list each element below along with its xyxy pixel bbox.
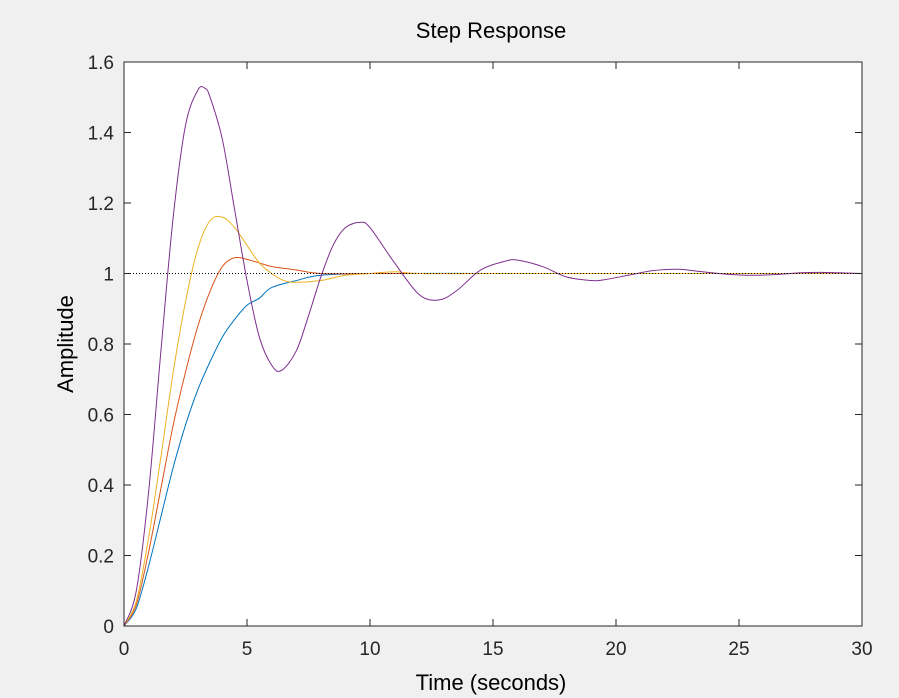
y-tick-label: 1.6 xyxy=(88,53,114,74)
y-tick-label: 0.4 xyxy=(88,476,115,497)
y-tick-label: 1.4 xyxy=(88,124,115,145)
chart-title: Step Response xyxy=(416,18,566,43)
x-tick-label: 5 xyxy=(242,639,253,660)
x-tick-label: 20 xyxy=(605,639,626,660)
y-tick-label: 1.2 xyxy=(88,194,114,215)
x-tick-label: 25 xyxy=(728,639,749,660)
y-axis-label: Amplitude xyxy=(53,295,78,393)
x-tick-label: 30 xyxy=(851,639,872,660)
x-tick-label: 10 xyxy=(359,639,380,660)
series-line-3 xyxy=(123,215,862,627)
x-tick-label: 15 xyxy=(482,639,503,660)
x-axis-label: Time (seconds) xyxy=(416,670,567,695)
y-tick-label: 0.2 xyxy=(88,547,114,568)
x-tick-label: 0 xyxy=(119,639,130,660)
y-tick-label: 0.8 xyxy=(88,335,114,356)
y-tick-label: 0.6 xyxy=(88,406,114,427)
y-tick-label: 1 xyxy=(103,265,114,286)
plot-area xyxy=(124,62,862,626)
series-layer xyxy=(123,86,863,627)
tick-layer: 0 5 10 15 20 25 30 0 0.2 0.4 0.6 0.8 1 1.2 1.4 1.6 xyxy=(88,53,873,660)
series-line-4 xyxy=(123,86,863,627)
y-tick-label: 0 xyxy=(103,617,114,638)
